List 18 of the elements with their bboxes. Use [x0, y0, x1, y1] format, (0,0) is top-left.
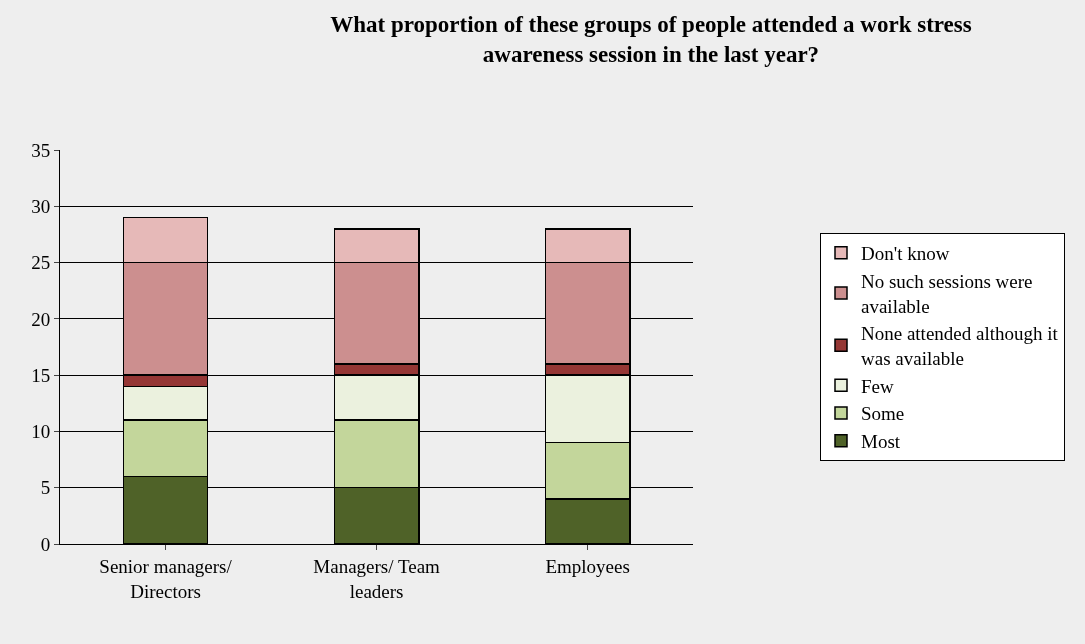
legend-label: Some: [861, 403, 905, 425]
y-tick-label: 30: [31, 195, 51, 217]
chart-title: What proportion of these groups of people attended a work stress awareness session in the last year?: [330, 12, 972, 68]
legend-label: Few: [861, 375, 894, 397]
legend-label: No such sessions were available: [861, 270, 1033, 317]
y-tick-label: 5: [40, 477, 51, 499]
legend-label: Don't know: [861, 243, 950, 265]
x-tick-label: Senior managers/ Directors: [99, 555, 233, 602]
y-tick-label: 0: [40, 533, 51, 555]
legend-label: None attended although it was available: [861, 323, 1059, 370]
y-tick-label: 35: [31, 139, 51, 161]
y-tick-label: 10: [31, 421, 51, 443]
y-tick-label: 25: [31, 252, 51, 274]
y-tick-label: 20: [31, 308, 51, 330]
legend-label: Most: [861, 431, 901, 453]
x-tick-label: Employees: [545, 555, 630, 577]
x-tick-label: Managers/ Team leaders: [313, 555, 441, 602]
y-tick-label: 15: [31, 364, 51, 386]
